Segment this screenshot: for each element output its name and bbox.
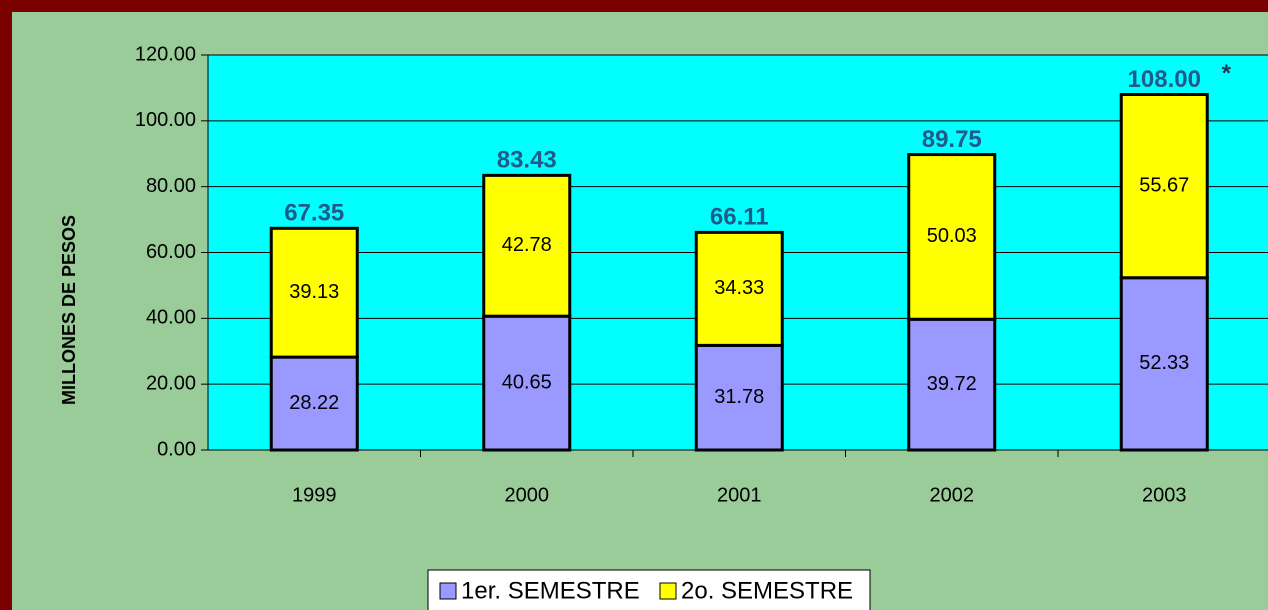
bar-segment	[1119, 276, 1209, 452]
bar-segment	[907, 317, 997, 452]
y-tick-label: 40.00	[146, 307, 196, 329]
y-tick-label: 120.00	[135, 43, 196, 65]
segment-label: 55.67	[1139, 174, 1189, 196]
x-tick-label: 2002	[930, 484, 975, 506]
annotation: *	[1222, 60, 1232, 87]
bar-segment	[482, 314, 572, 452]
bar-segment	[482, 173, 572, 318]
total-label: 67.35	[284, 200, 344, 227]
total-label: 89.75	[922, 126, 982, 153]
segment-label: 34.33	[714, 277, 764, 299]
total-label: 83.43	[497, 147, 557, 174]
bar-segment	[694, 230, 784, 347]
legend-box	[427, 569, 871, 610]
bar-segment	[907, 153, 997, 321]
x-tick-label: 2003	[1142, 484, 1187, 506]
bar-segment	[1119, 93, 1209, 280]
legend-label: 1er. SEMESTRE	[461, 577, 640, 604]
segment-label: 28.22	[289, 392, 339, 414]
x-tick-label: 1999	[292, 484, 337, 506]
y-axis-label: MILLONES DE PESOS	[59, 215, 79, 405]
x-tick-label: 2000	[505, 484, 550, 506]
segment-label: 40.65	[502, 371, 552, 393]
segment-label: 39.72	[927, 373, 977, 395]
segment-label: 39.13	[289, 281, 339, 303]
bar-segment	[269, 226, 359, 359]
x-tick-label: 2001	[717, 484, 762, 506]
total-label: 66.11	[710, 204, 769, 231]
bar-segment	[694, 343, 784, 452]
y-tick-label: 20.00	[146, 372, 196, 394]
segment-label: 31.78	[714, 386, 764, 408]
total-label: 108.00	[1128, 66, 1201, 93]
y-tick-label: 60.00	[146, 241, 196, 263]
y-tick-label: 80.00	[146, 175, 196, 197]
segment-label: 50.03	[927, 225, 977, 247]
legend-swatch	[439, 582, 457, 600]
segment-label: 42.78	[502, 234, 552, 256]
y-tick-label: 100.00	[135, 109, 196, 131]
legend-swatch	[659, 582, 677, 600]
legend-label: 2o. SEMESTRE	[681, 577, 853, 604]
y-tick-label: 0.00	[157, 438, 196, 460]
segment-label: 52.33	[1139, 352, 1189, 374]
